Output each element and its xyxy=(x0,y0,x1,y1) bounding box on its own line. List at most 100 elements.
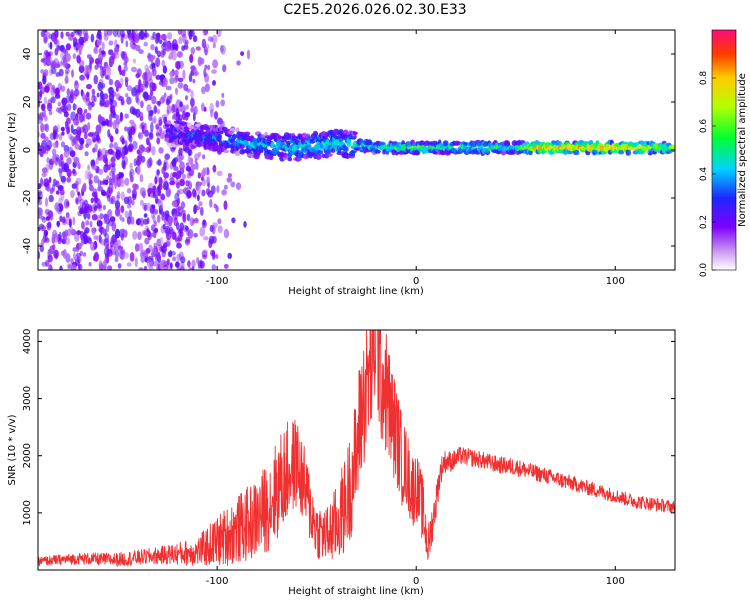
spectrogram-cell xyxy=(67,264,73,269)
spectrogram-cell xyxy=(187,229,194,239)
spectrogram-cell xyxy=(45,197,48,208)
spectrogram-cell xyxy=(53,132,59,140)
spectrogram-cell xyxy=(99,47,102,56)
spectrogram-cell xyxy=(105,252,110,258)
spectrogram-cell xyxy=(158,200,164,210)
spectrogram-cell xyxy=(154,176,158,185)
spectrogram-cell xyxy=(182,213,187,223)
spectrogram-cell xyxy=(211,69,217,74)
spectrogram-cell xyxy=(138,242,144,252)
colorbar-tick-label: 0.4 xyxy=(699,167,709,182)
y-tick-label: 0 xyxy=(22,147,33,153)
colorbar-frame xyxy=(711,29,737,271)
spectrogram-cell xyxy=(52,153,56,160)
spectrogram-cell xyxy=(83,210,87,220)
spectrogram-cell xyxy=(167,142,174,148)
spectrogram-cell xyxy=(234,150,241,157)
spectrogram-cell xyxy=(220,44,226,55)
colorbar: 0.0 0.2 0.4 0.6 0.8 Normalized spectral ampl… xyxy=(699,29,748,277)
spectrogram-cell xyxy=(101,264,107,270)
spectrogram-cell xyxy=(70,111,76,121)
spectrogram-cell xyxy=(76,256,82,264)
spectrogram-cell xyxy=(175,107,180,117)
spectrogram-cell xyxy=(78,36,85,46)
spectrogram-cell xyxy=(179,101,183,107)
spectrogram-cell xyxy=(78,113,84,123)
spectrogram-cell xyxy=(156,109,161,114)
colorbar-ticks: 0.0 0.2 0.4 0.6 0.8 xyxy=(699,71,716,277)
spectrogram-cell xyxy=(97,186,104,192)
spectrogram-cell xyxy=(131,108,138,116)
spectrogram-cell xyxy=(278,135,283,140)
spectrogram-cell xyxy=(143,41,148,47)
spectrogram-cell xyxy=(160,49,165,58)
spectrogram-cell xyxy=(120,191,126,201)
spectrogram-cell xyxy=(204,72,208,78)
spectrogram-cell xyxy=(55,190,60,195)
spectrogram-cell xyxy=(60,105,66,112)
spectrogram-cell xyxy=(132,230,138,240)
spectrogram-cell xyxy=(198,181,202,189)
spectrogram-cell xyxy=(246,49,251,60)
spectrogram-cell xyxy=(74,116,80,126)
spectrogram-cell xyxy=(132,58,137,64)
spectrogram-cell xyxy=(52,125,59,135)
spectrogram-cell xyxy=(291,135,298,142)
spectrogram-cell xyxy=(143,204,147,212)
spectrogram-cell xyxy=(190,65,196,71)
spectrogram-cell xyxy=(40,238,45,247)
spectrogram-cell xyxy=(87,212,91,220)
spectrogram-cell xyxy=(223,184,228,190)
spectrogram-cell xyxy=(39,245,45,253)
spectrogram-cell xyxy=(104,99,110,108)
spectrogram-cell xyxy=(124,210,129,219)
spectrogram-cell xyxy=(96,38,101,46)
spectrogram-cell xyxy=(99,90,104,99)
spectrogram-cell xyxy=(66,103,72,111)
spectrogram-cell xyxy=(77,191,80,196)
spectrogram-cell xyxy=(85,112,92,120)
spectrogram-cell xyxy=(118,172,125,179)
x-tick-label: -100 xyxy=(206,276,229,287)
spectrogram-cell xyxy=(212,42,216,49)
x-tick-label: 0 xyxy=(413,276,419,287)
spectrogram-cell xyxy=(39,90,43,98)
spectrogram-cell xyxy=(126,204,132,209)
spectrogram-cell xyxy=(158,119,163,127)
spectrogram-cell xyxy=(180,256,186,264)
spectrogram-cell xyxy=(162,77,168,88)
spectrogram-cell xyxy=(51,236,56,244)
spectrogram-cell xyxy=(77,162,81,170)
spectrogram-cell xyxy=(137,231,142,241)
spectrogram-cell xyxy=(212,80,216,86)
colorbar-label: Normalized spectral amplitude xyxy=(737,73,748,227)
y-tick-label: 4000 xyxy=(22,329,33,354)
spectrogram-cell xyxy=(139,30,145,40)
spectrogram-cell xyxy=(209,102,215,113)
spectrogram-cell xyxy=(72,251,76,260)
spectrogram-cell xyxy=(105,223,110,233)
spectrogram-cell xyxy=(156,50,162,58)
spectrogram-cell xyxy=(215,100,220,108)
spectrogram-cell xyxy=(206,64,211,71)
spectrogram-cell xyxy=(99,100,104,107)
spectrogram-cell xyxy=(185,166,191,172)
spectrogram-cell xyxy=(164,180,170,190)
spectrogram-cell xyxy=(208,238,213,249)
spectrogram-cell xyxy=(93,251,99,262)
spectrogram-cell xyxy=(150,109,154,115)
spectrogram-cell xyxy=(74,232,80,242)
spectrogram-cell xyxy=(64,76,69,84)
spectrogram-cell xyxy=(86,138,92,146)
spectrogram-cell xyxy=(48,194,54,203)
spectrogram-cell xyxy=(82,124,89,134)
spectrogram-cell xyxy=(164,123,171,127)
spectrogram-cell xyxy=(136,217,142,225)
spectrogram-cell xyxy=(173,166,179,172)
spectrogram-cell xyxy=(109,240,114,248)
spectrogram-cell xyxy=(117,263,122,269)
spectrogram-cell xyxy=(68,133,73,140)
spectrogram-cell xyxy=(220,99,226,107)
spectrogram-cell xyxy=(102,179,109,185)
spectrogram-cell xyxy=(150,44,155,51)
